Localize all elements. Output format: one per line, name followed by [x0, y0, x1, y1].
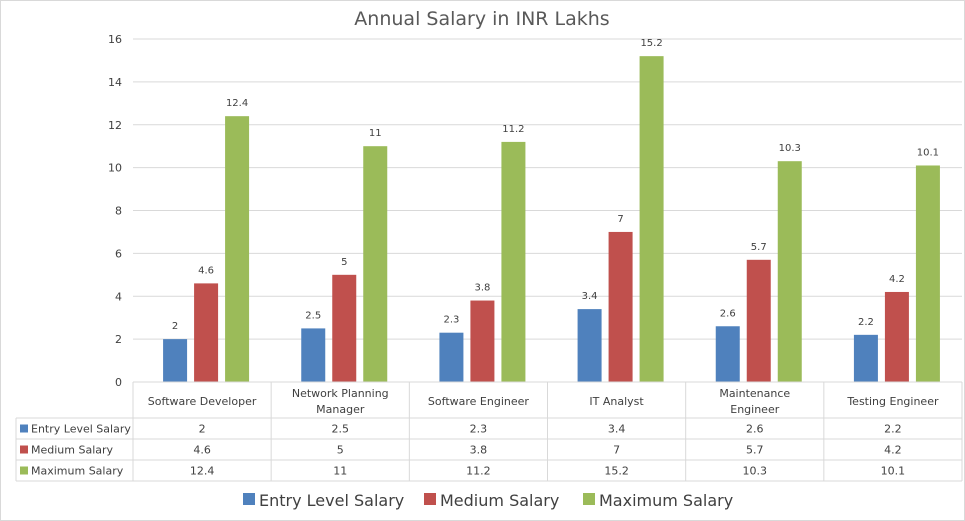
bar	[715, 326, 740, 382]
legend-key-swatch	[20, 445, 28, 454]
data-label: 12.4	[226, 98, 248, 109]
table-cell: 2.2	[884, 423, 902, 436]
gridlines	[133, 38, 962, 340]
data-label: 10.1	[917, 147, 939, 158]
data-label: 2.5	[305, 310, 321, 321]
data-label: 11.2	[502, 124, 524, 135]
table-cell: 12.4	[190, 465, 215, 478]
y-tick-label: 10	[108, 162, 122, 175]
bar	[915, 165, 940, 382]
row-header: Entry Level Salary	[31, 423, 131, 436]
bars	[163, 56, 940, 383]
legend-key-swatch	[20, 466, 28, 475]
bar	[577, 309, 602, 382]
table-cell: 11	[333, 465, 347, 478]
data-label: 11	[369, 128, 382, 139]
bar	[363, 146, 388, 382]
y-tick-label: 12	[108, 119, 122, 132]
bar	[163, 339, 188, 382]
bar	[884, 291, 909, 382]
bar	[301, 328, 326, 382]
y-tick-label: 6	[115, 247, 122, 260]
data-labels: 2 4.6 12.4 2.5 5 11 2.3 3.8 11.2 3.4 7 15.2 2.6 5.7 10…	[172, 38, 939, 332]
bar	[639, 56, 664, 383]
table-cell: 2.5	[332, 423, 350, 436]
table-cell: 2.6	[746, 423, 764, 436]
category-label: Network Planning	[292, 387, 389, 400]
data-label: 2	[172, 321, 178, 332]
table-cell: 10.3	[743, 465, 768, 478]
table-cell: 3.4	[608, 423, 626, 436]
data-label: 5.7	[751, 242, 767, 253]
category-label: Maintenance	[719, 387, 790, 400]
table-cell: 2	[199, 423, 206, 436]
data-label: 3.4	[582, 291, 598, 302]
bar	[470, 300, 495, 382]
y-axis-ticks: 0 2 4 6 8 10 12 14 16	[108, 33, 122, 389]
bar	[501, 141, 526, 382]
bar	[746, 259, 771, 382]
bar	[332, 274, 357, 382]
data-label: 3.8	[474, 283, 490, 294]
row-header: Medium Salary	[31, 444, 114, 457]
bar	[777, 161, 802, 382]
table-cell: 5.7	[746, 444, 764, 457]
data-label: 4.2	[889, 274, 905, 285]
table-cell: 10.1	[881, 465, 906, 478]
legend: Entry Level Salary Medium Salary Maximum S…	[243, 491, 733, 510]
category-label: IT Analyst	[589, 395, 644, 408]
category-label: Engineer	[730, 403, 779, 416]
legend-swatch	[243, 493, 255, 505]
data-label: 4.6	[198, 265, 214, 276]
category-label: Manager	[316, 403, 365, 416]
table-cell: 4.2	[884, 444, 902, 457]
data-label: 2.3	[443, 315, 459, 326]
table-cell: 2.3	[470, 423, 488, 436]
y-tick-label: 14	[108, 76, 122, 89]
table-cell: 15.2	[604, 465, 629, 478]
data-label: 10.3	[779, 143, 801, 154]
y-tick-label: 8	[115, 205, 122, 218]
y-tick-label: 0	[115, 376, 122, 389]
data-label: 2.2	[858, 317, 874, 328]
legend-label: Entry Level Salary	[259, 491, 404, 510]
table-cell: 7	[613, 444, 620, 457]
legend-label: Maximum Salary	[599, 491, 733, 510]
data-label: 7	[617, 214, 623, 225]
data-label: 2.6	[720, 308, 736, 319]
data-table: Software Developer Network Planning Manage…	[15, 381, 963, 482]
table-cell: 11.2	[466, 465, 491, 478]
table-cell: 3.8	[470, 444, 488, 457]
bar	[225, 116, 250, 383]
y-tick-label: 16	[108, 33, 122, 46]
bar	[853, 334, 878, 382]
legend-key-swatch	[20, 424, 28, 433]
category-label: Testing Engineer	[846, 395, 939, 408]
legend-label: Medium Salary	[440, 491, 559, 510]
y-tick-label: 2	[115, 333, 122, 346]
data-label: 5	[341, 257, 347, 268]
bar	[439, 332, 464, 382]
table-cell: 5	[337, 444, 344, 457]
category-label: Software Engineer	[428, 395, 529, 408]
chart-title: Annual Salary in INR Lakhs	[354, 8, 609, 30]
row-header: Maximum Salary	[31, 465, 124, 478]
data-label: 15.2	[640, 38, 662, 49]
y-tick-label: 4	[115, 290, 122, 303]
legend-swatch	[424, 493, 436, 505]
bar	[608, 231, 633, 382]
bar	[194, 283, 219, 382]
category-label: Software Developer	[148, 395, 257, 408]
table-cell: 4.6	[193, 444, 211, 457]
legend-swatch	[583, 493, 595, 505]
